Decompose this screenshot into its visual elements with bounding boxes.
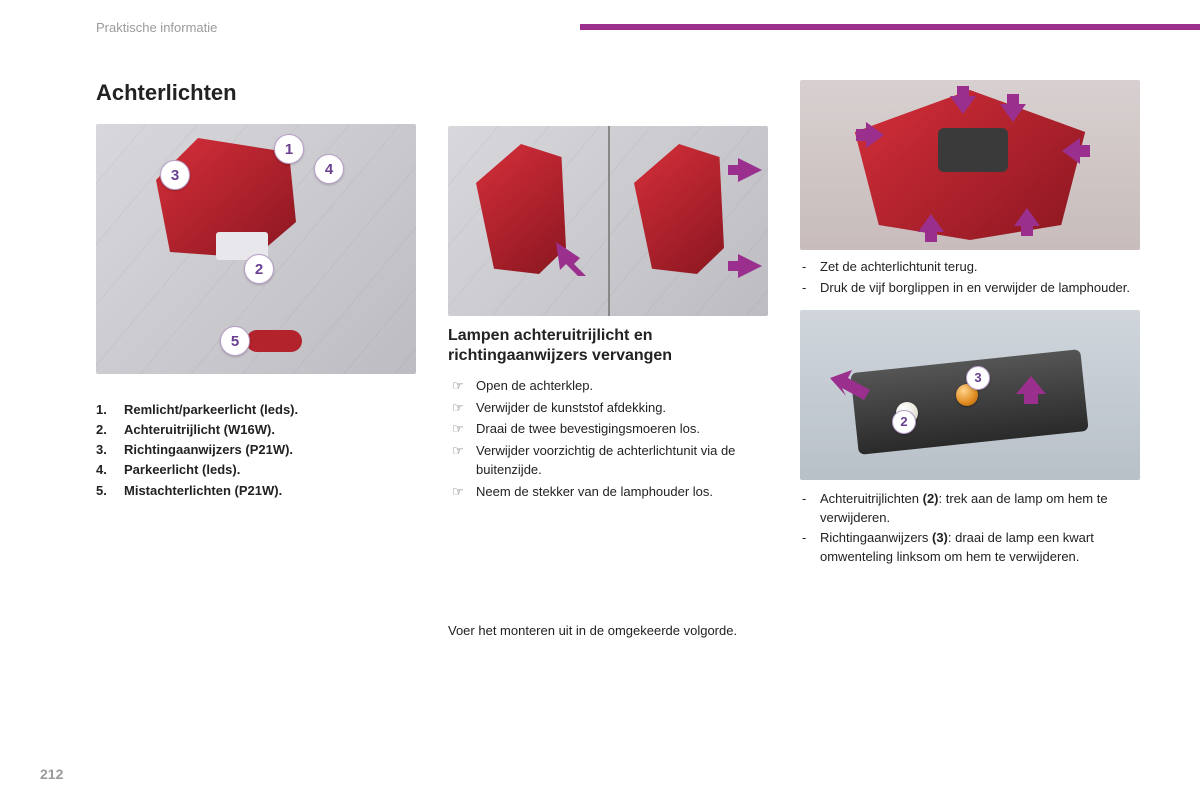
arrow-upleft-icon <box>830 370 870 404</box>
arrow-up-icon <box>918 214 944 242</box>
note-item: Richtingaanwijzers (3): draai de lamp ee… <box>800 529 1140 567</box>
figure-divider <box>608 126 610 316</box>
connector-socket <box>938 128 1008 172</box>
page-grid: Achterlichten 1 2 3 4 5 Remlicht/parkeer… <box>96 80 1140 760</box>
note-item: Achteruitrijlichten (2): trek aan de lam… <box>800 490 1140 528</box>
note-item: Zet de achterlichtunit terug. <box>800 258 1140 277</box>
spacer <box>448 80 768 126</box>
step-item: Neem de stekker van de lamphouder los. <box>448 482 768 502</box>
note-item: Druk de vijf borglippen in en verwijder … <box>800 279 1140 298</box>
right-notes-bottom: Achteruitrijlichten (2): trek aan de lam… <box>800 490 1140 569</box>
legend-item: Remlicht/parkeerlicht (leds). <box>96 400 416 420</box>
note-label-bold: (2) <box>923 491 939 506</box>
step-item: Draai de twee bevestigingsmoeren los. <box>448 419 768 439</box>
step-item: Verwijder voorzichtig de achterlichtunit… <box>448 441 768 480</box>
procedure-steps: Open de achterklep. Verwijder de kunstst… <box>448 376 768 503</box>
legend-item: Achteruitrijlicht (W16W). <box>96 420 416 440</box>
right-notes-top: Zet de achterlichtunit terug. Druk de vi… <box>800 258 1140 300</box>
column-middle: Lampen achteruitrijlicht en richtingaanw… <box>448 80 768 760</box>
section-label: Praktische informatie <box>96 20 217 35</box>
arrow-right-icon <box>856 122 884 148</box>
callout-3-small: 3 <box>966 366 990 390</box>
callout-4: 4 <box>314 154 344 184</box>
step-item: Verwijder de kunststof afdekking. <box>448 398 768 418</box>
arrow-down-icon <box>1000 94 1026 122</box>
figure-bulb-holder: 2 3 <box>800 310 1140 480</box>
figure-removal-arrows <box>448 126 768 316</box>
header-accent-bar <box>580 24 1200 30</box>
arrow-icon <box>728 158 762 188</box>
arrow-left-icon <box>1062 138 1090 164</box>
callout-3: 3 <box>160 160 190 190</box>
legend-list: Remlicht/parkeerlicht (leds). Achteruitr… <box>96 400 416 501</box>
callout-2: 2 <box>244 254 274 284</box>
note-prefix: Richtingaanwijzers <box>820 530 932 545</box>
arrow-icon <box>728 254 762 284</box>
figure-unit-backside <box>800 80 1140 250</box>
reassembly-note: Voer het monteren uit in de omgekeerde v… <box>448 623 768 638</box>
arrow-up-icon <box>1014 208 1040 236</box>
arrow-down-icon <box>950 86 976 114</box>
step-item: Open de achterklep. <box>448 376 768 396</box>
procedure-title: Lampen achteruitrijlicht en richtingaanw… <box>448 326 768 366</box>
fog-light-illustration <box>246 330 302 352</box>
note-label-bold: (3) <box>932 530 948 545</box>
page-title: Achterlichten <box>96 80 416 106</box>
figure-taillight-labelled: 1 2 3 4 5 <box>96 124 416 374</box>
column-right: Zet de achterlichtunit terug. Druk de vi… <box>800 80 1140 760</box>
legend-item: Parkeerlicht (leds). <box>96 460 416 480</box>
legend-item: Richtingaanwijzers (P21W). <box>96 440 416 460</box>
callout-5: 5 <box>220 326 250 356</box>
legend-item: Mistachterlichten (P21W). <box>96 481 416 501</box>
arrow-up-icon <box>1016 376 1046 404</box>
note-prefix: Achteruitrijlichten <box>820 491 923 506</box>
callout-1: 1 <box>274 134 304 164</box>
column-left: Achterlichten 1 2 3 4 5 Remlicht/parkeer… <box>96 80 416 760</box>
arrow-icon <box>552 238 592 278</box>
callout-2-small: 2 <box>892 410 916 434</box>
page-number: 212 <box>40 766 63 782</box>
